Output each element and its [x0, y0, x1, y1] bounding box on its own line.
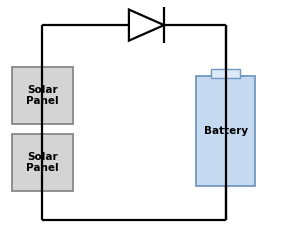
- FancyBboxPatch shape: [12, 134, 73, 191]
- FancyBboxPatch shape: [211, 69, 240, 78]
- Text: Solar
Panel: Solar Panel: [26, 85, 59, 106]
- FancyBboxPatch shape: [196, 76, 255, 186]
- FancyBboxPatch shape: [12, 67, 73, 124]
- Text: Battery: Battery: [204, 126, 248, 136]
- Text: Solar
Panel: Solar Panel: [26, 152, 59, 173]
- Polygon shape: [129, 10, 164, 41]
